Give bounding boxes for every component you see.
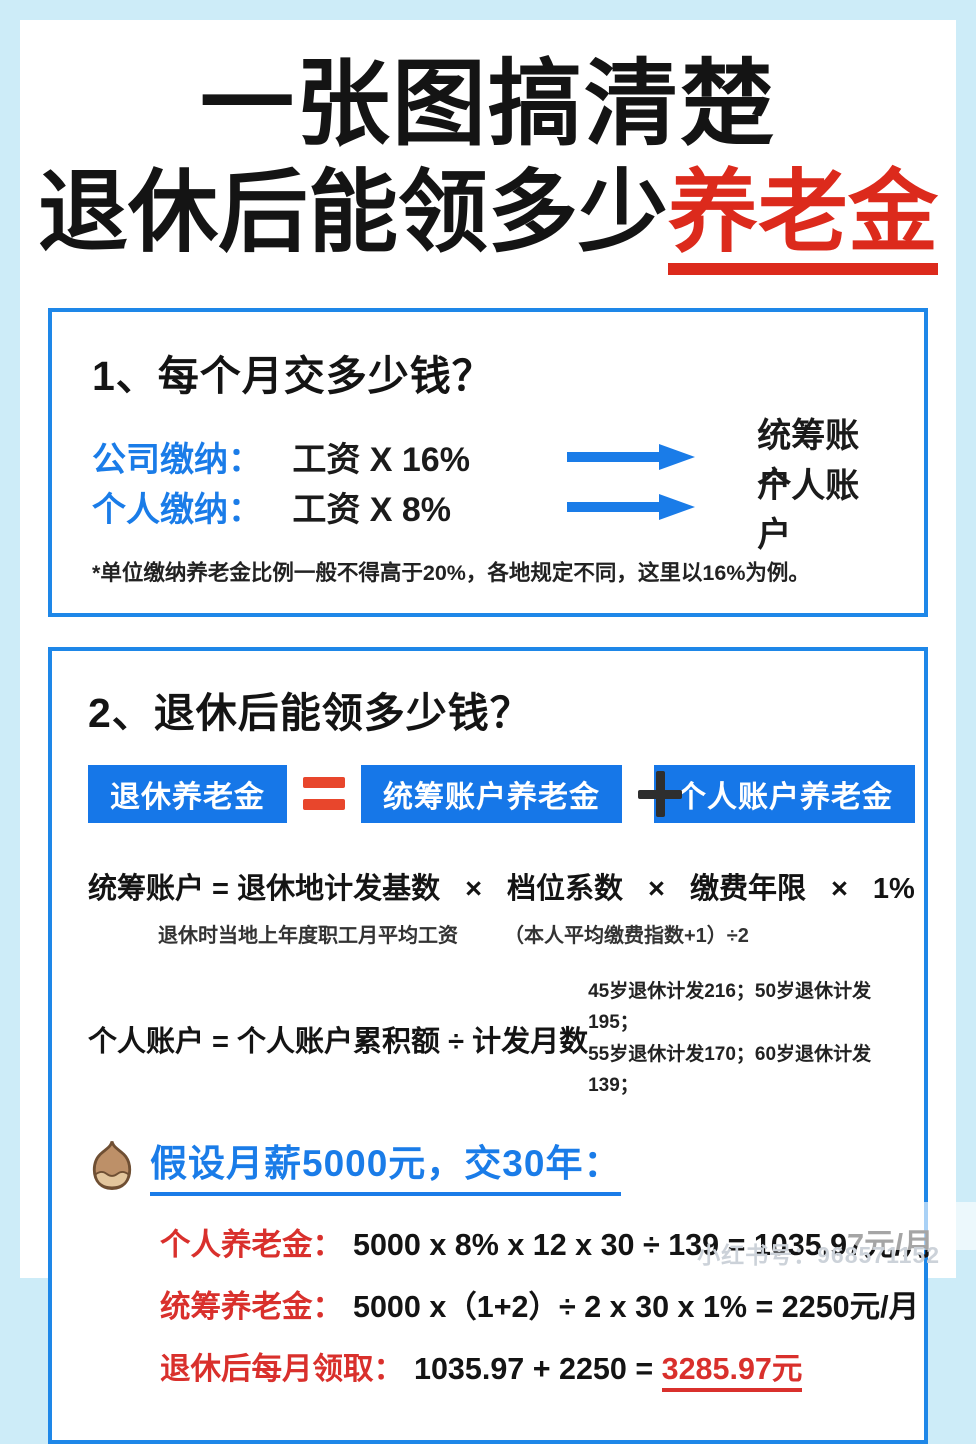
xiaohongshu-id: 小红书号：968571152 xyxy=(697,1242,940,1268)
index-note: （本人平均缴费指数+1）÷2 xyxy=(504,924,749,947)
title-block: 一张图搞清楚 退休后能领多少养老金 xyxy=(20,20,956,275)
section2-heading: 2、退休后能领多少钱？ xyxy=(88,689,532,736)
payout-months-note: 45岁退休计发216；50岁退休计发195； 55岁退休计发170；60岁退休计… xyxy=(588,976,888,1101)
payout-months-line2: 55岁退休计发170；60岁退休计发139； xyxy=(588,1043,872,1096)
calc-label: 统筹养老金： xyxy=(160,1290,343,1325)
formula1-term3: 缴费年限 xyxy=(689,872,806,905)
personal-target-account: 个人账户 xyxy=(757,466,860,554)
formula1-term1: 退休地计发基数 xyxy=(237,872,441,905)
calc-row-total: 退休后每月领取： 1035.97 + 2250 = 3285.97元 xyxy=(160,1344,888,1393)
example-heading: 假设月薪5000元，交30年： xyxy=(150,1133,622,1197)
section1-box: 1、每个月交多少钱？ 公司缴纳： 工资 X 16% 统筹账户 个人缴纳： 工资 … xyxy=(48,307,928,617)
formula1-term4: 1% xyxy=(872,872,915,905)
right-arrow-icon xyxy=(567,443,696,470)
personal-formula: 工资 X 8% xyxy=(292,491,452,530)
title-red-text: 养老金 xyxy=(668,162,938,275)
pill-personal-account-pension: 个人账户养老金 xyxy=(654,764,915,823)
multiply-sign: × xyxy=(830,872,848,905)
section1-footnote: *单位缴纳养老金比例一般不得高于20%，各地规定不同，这里以16%为例。 xyxy=(92,560,810,585)
calc-label: 个人养老金： xyxy=(160,1228,343,1263)
right-arrow-icon xyxy=(567,493,696,520)
pooled-account-formula: 统筹账户 = 退休地计发基数 × 档位系数 × 缴费年限 × 1% xyxy=(88,865,915,907)
calc-expression: 5000 x（1+2）÷ 2 x 30 x 1% = 2250元/月 xyxy=(353,1290,920,1325)
personal-label: 个人缴纳： xyxy=(92,491,262,530)
example-heading-row: 假设月薪5000元，交30年： xyxy=(88,1133,888,1197)
page-title-line1: 一张图搞清楚 xyxy=(199,51,776,156)
formula1-term2: 档位系数 xyxy=(507,872,624,905)
company-label: 公司缴纳： xyxy=(92,441,262,480)
section2-box: 2、退休后能领多少钱？ 退休养老金 统筹账户养老金 个人账户养老金 统筹账户 =… xyxy=(48,646,934,1444)
final-result: 3285.97元 xyxy=(661,1352,803,1393)
pill-retirement-pension: 退休养老金 xyxy=(88,764,287,823)
company-target-account: 统筹账户 xyxy=(757,416,860,504)
title-black-text: 退休后能领多少 xyxy=(38,162,668,263)
multiply-sign: × xyxy=(465,872,483,905)
payout-months-line1: 45岁退休计发216；50岁退休计发195； xyxy=(588,980,872,1034)
calc-expression: 1035.97 + 2250 = xyxy=(414,1352,662,1387)
company-formula: 工资 X 16% xyxy=(292,441,470,480)
calc-label: 退休后每月领取： xyxy=(160,1352,404,1387)
personal-account-row: 个人账户 = 个人账户累积额 ÷ 计发月数 45岁退休计发216；50岁退休计发… xyxy=(88,976,888,1101)
calc-row-personal: 个人养老金： 5000 x 8% x 12 x 30 ÷ 139 = 1035.9… xyxy=(160,1220,934,1264)
base-wage-note: 退休时当地上年度职工月平均工资 xyxy=(158,924,458,947)
formula1-lhs: 统筹账户 = xyxy=(88,872,238,905)
contribution-row-company: 公司缴纳： 工资 X 16% 统筹账户 xyxy=(92,417,884,504)
personal-account-formula: 个人账户 = 个人账户累积额 ÷ 计发月数 xyxy=(88,1025,589,1058)
multiply-sign: × xyxy=(648,872,665,905)
section1-heading: 1、每个月交多少钱？ xyxy=(92,352,494,399)
poster-panel: 一张图搞清楚 退休后能领多少养老金 1、每个月交多少钱？ 公司缴纳： 工资 X … xyxy=(20,20,976,1444)
pill-pooled-account-pension: 统筹账户养老金 xyxy=(361,764,622,823)
contribution-row-personal: 个人缴纳： 工资 X 8% 个人账户 xyxy=(92,467,884,554)
calc-row-pooled: 统筹养老金： 5000 x（1+2）÷ 2 x 30 x 1% = 2250元/月 xyxy=(160,1282,919,1326)
equals-icon xyxy=(303,777,345,811)
pooled-formula-notes: 退休时当地上年度职工月平均工资 （本人平均缴费指数+1）÷2 xyxy=(158,919,888,948)
calc-expression: 5000 x 8% x 12 x 30 ÷ 139 = 1035.97元/月 xyxy=(353,1228,934,1263)
watermark-pill xyxy=(846,1202,976,1250)
section1-rows: 公司缴纳： 工资 X 16% 统筹账户 个人缴纳： 工资 X 8% 个人账户 xyxy=(92,417,884,554)
chestnut-icon xyxy=(92,1140,132,1190)
page-title-line2: 退休后能领多少养老金 xyxy=(20,160,956,275)
pension-equation: 退休养老金 统筹账户养老金 个人账户养老金 xyxy=(88,764,915,823)
